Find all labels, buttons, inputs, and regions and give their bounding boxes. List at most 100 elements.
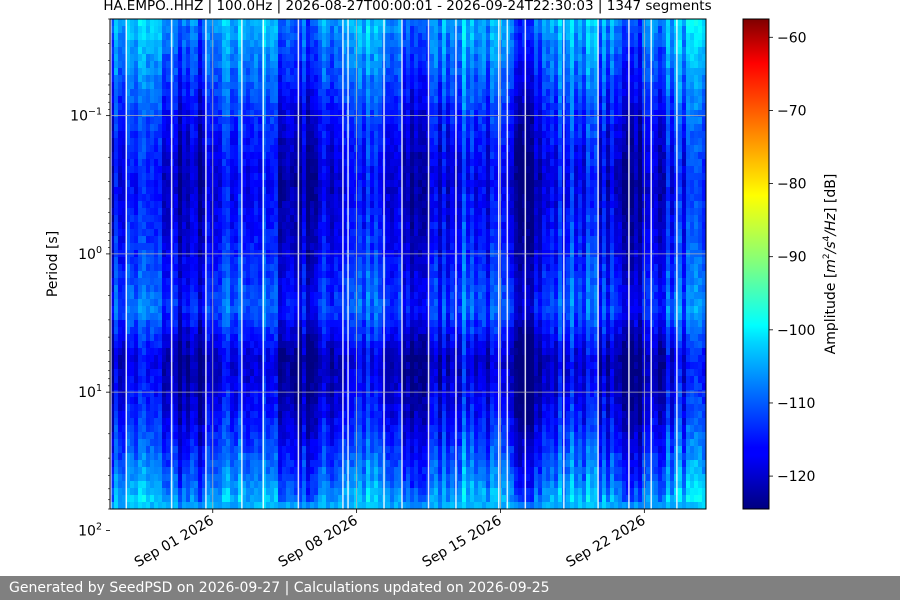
heatmap-cell (630, 194, 635, 202)
heatmap-cell (282, 131, 287, 139)
heatmap-cell (638, 124, 643, 132)
heatmap-cell (226, 26, 231, 34)
heatmap-cell (566, 89, 571, 97)
heatmap-cell (434, 124, 439, 132)
heatmap-cell (182, 54, 187, 62)
heatmap-cell (574, 187, 579, 195)
heatmap-cell (446, 89, 451, 97)
heatmap-cell (330, 54, 335, 62)
heatmap-cell (566, 201, 571, 209)
heatmap-cell (546, 187, 551, 195)
heatmap-cell (294, 26, 299, 34)
heatmap-cell (646, 54, 651, 62)
heatmap-cell (506, 103, 511, 111)
heatmap-cell (166, 152, 171, 160)
heatmap-cell (182, 47, 187, 55)
heatmap-cell (574, 26, 579, 34)
heatmap-cell (174, 173, 179, 181)
heatmap-cell (422, 19, 427, 27)
heatmap-cell (394, 243, 399, 251)
heatmap-cell (114, 26, 119, 34)
heatmap-cell (266, 61, 271, 69)
heatmap-cell (326, 110, 331, 118)
heatmap-cell (274, 173, 279, 181)
heatmap-cell (342, 201, 347, 209)
heatmap-cell (370, 166, 375, 174)
heatmap-cell (330, 117, 335, 125)
heatmap-cell (158, 138, 163, 146)
heatmap-cell (670, 138, 675, 146)
heatmap-cell (702, 89, 706, 97)
heatmap-cell (222, 201, 227, 209)
heatmap-cell (154, 26, 159, 34)
heatmap-cell (686, 103, 691, 111)
heatmap-cell (142, 187, 147, 195)
heatmap-cell (338, 222, 343, 230)
heatmap-cell (362, 124, 367, 132)
heatmap-cell (538, 243, 543, 251)
heatmap-cell (542, 75, 547, 83)
heatmap-cell (370, 152, 375, 160)
heatmap-cell (462, 208, 467, 216)
heatmap-cell (418, 75, 423, 83)
heatmap-cell (678, 236, 683, 244)
heatmap-cell (242, 117, 247, 125)
heatmap-cell (658, 117, 663, 125)
heatmap-cell (318, 54, 323, 62)
heatmap-cell (198, 89, 203, 97)
heatmap-cell (210, 82, 215, 90)
heatmap-cell (546, 138, 551, 146)
heatmap-cell (358, 173, 363, 181)
heatmap-cell (282, 159, 287, 167)
heatmap-cell (158, 180, 163, 188)
heatmap-cell (214, 26, 219, 34)
heatmap-cell (242, 96, 247, 104)
heatmap-cell (646, 236, 651, 244)
heatmap-cell (278, 180, 283, 188)
heatmap-cell (546, 152, 551, 160)
heatmap-cell (414, 159, 419, 167)
heatmap-cell (130, 40, 135, 48)
heatmap-cell (578, 152, 583, 160)
heatmap-cell (630, 96, 635, 104)
heatmap-cell (370, 229, 375, 237)
heatmap-cell (218, 131, 223, 139)
heatmap-cell (202, 229, 207, 237)
heatmap-cell (174, 236, 179, 244)
heatmap-cell (466, 138, 471, 146)
heatmap-cell (566, 33, 571, 41)
heatmap-cell (654, 117, 659, 125)
heatmap-cell (630, 222, 635, 230)
heatmap-cell (446, 103, 451, 111)
heatmap-cell (610, 96, 615, 104)
heatmap-cell (362, 61, 367, 69)
heatmap-cell (486, 145, 491, 153)
heatmap-cell (478, 145, 483, 153)
heatmap-cell (422, 89, 427, 97)
heatmap-cell (514, 152, 519, 160)
heatmap-cell (446, 152, 451, 160)
heatmap-cell (522, 236, 527, 244)
heatmap-cell (150, 173, 155, 181)
heatmap-cell (378, 138, 383, 146)
heatmap-cell (618, 222, 623, 230)
heatmap-cell (322, 173, 327, 181)
heatmap-cell (658, 194, 663, 202)
heatmap-cell (694, 131, 699, 139)
heatmap-cell (670, 19, 675, 27)
heatmap-cell (338, 243, 343, 251)
heatmap-cell (482, 96, 487, 104)
heatmap-cell (202, 131, 207, 139)
heatmap-cell (378, 96, 383, 104)
heatmap-cell (374, 180, 379, 188)
heatmap-cell (166, 229, 171, 237)
heatmap-cell (266, 96, 271, 104)
heatmap-cell (518, 61, 523, 69)
heatmap-cell (546, 166, 551, 174)
heatmap-cell (370, 187, 375, 195)
heatmap-cell (134, 152, 139, 160)
heatmap-cell (126, 173, 131, 181)
heatmap-cell (342, 152, 347, 160)
heatmap-cell (190, 152, 195, 160)
heatmap-cell (398, 180, 403, 188)
